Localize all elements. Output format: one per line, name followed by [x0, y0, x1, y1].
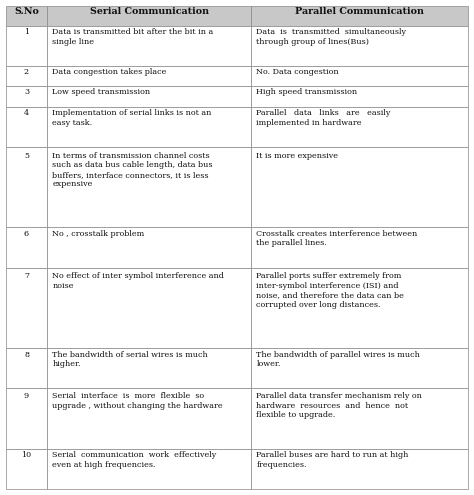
- Bar: [251, 389, 468, 449]
- Text: 6: 6: [24, 230, 29, 238]
- Text: 7: 7: [24, 272, 29, 281]
- Text: Data  is  transmitted  simultaneously
through group of lines(Bus): Data is transmitted simultaneously throu…: [256, 29, 406, 46]
- Bar: [251, 348, 468, 389]
- Bar: [251, 66, 468, 87]
- Text: Parallel ports suffer extremely from
inter-symbol interference (ISI) and
noise, : Parallel ports suffer extremely from int…: [256, 272, 404, 309]
- Bar: [6, 268, 47, 348]
- Bar: [47, 6, 251, 26]
- Bar: [6, 106, 47, 147]
- Bar: [251, 106, 468, 147]
- Bar: [6, 147, 47, 227]
- Text: 5: 5: [24, 151, 29, 160]
- Bar: [47, 389, 251, 449]
- Bar: [251, 87, 468, 106]
- Text: 3: 3: [24, 88, 29, 96]
- Bar: [6, 389, 47, 449]
- Text: No , crosstalk problem: No , crosstalk problem: [53, 230, 145, 238]
- Text: 8: 8: [24, 350, 29, 358]
- Text: Data is transmitted bit after the bit in a
single line: Data is transmitted bit after the bit in…: [53, 29, 214, 46]
- Text: 4: 4: [24, 109, 29, 117]
- Bar: [47, 227, 251, 268]
- Text: High speed transmission: High speed transmission: [256, 88, 357, 96]
- Text: 10: 10: [21, 451, 32, 459]
- Text: No effect of inter symbol interference and
noise: No effect of inter symbol interference a…: [53, 272, 224, 290]
- Bar: [47, 348, 251, 389]
- Text: No. Data congestion: No. Data congestion: [256, 67, 339, 76]
- Bar: [251, 227, 468, 268]
- Bar: [6, 87, 47, 106]
- Text: Data congestion takes place: Data congestion takes place: [53, 67, 167, 76]
- Bar: [6, 348, 47, 389]
- Bar: [6, 6, 47, 26]
- Text: The bandwidth of parallel wires is much
lower.: The bandwidth of parallel wires is much …: [256, 350, 420, 368]
- Bar: [251, 449, 468, 489]
- Text: Parallel Communication: Parallel Communication: [295, 7, 424, 16]
- Bar: [251, 268, 468, 348]
- Text: In terms of transmission channel costs
such as data bus cable length, data bus
b: In terms of transmission channel costs s…: [53, 151, 213, 188]
- Text: Parallel   data   links   are   easily
implemented in hardware: Parallel data links are easily implement…: [256, 109, 391, 127]
- Bar: [6, 449, 47, 489]
- Bar: [47, 147, 251, 227]
- Bar: [6, 227, 47, 268]
- Text: It is more expensive: It is more expensive: [256, 151, 338, 160]
- Bar: [47, 449, 251, 489]
- Bar: [47, 66, 251, 87]
- Text: 9: 9: [24, 392, 29, 400]
- Bar: [47, 106, 251, 147]
- Text: Serial  interface  is  more  flexible  so
upgrade , without changing the hardwar: Serial interface is more flexible so upg…: [53, 392, 223, 409]
- Bar: [251, 147, 468, 227]
- Text: Low speed transmission: Low speed transmission: [53, 88, 151, 96]
- Bar: [6, 26, 47, 66]
- Text: The bandwidth of serial wires is much
higher.: The bandwidth of serial wires is much hi…: [53, 350, 208, 368]
- Text: Parallel data transfer mechanism rely on
hardware  resources  and  hence  not
fl: Parallel data transfer mechanism rely on…: [256, 392, 422, 419]
- Text: Parallel buses are hard to run at high
frequencies.: Parallel buses are hard to run at high f…: [256, 451, 409, 469]
- Text: Serial Communication: Serial Communication: [90, 7, 209, 16]
- Bar: [251, 6, 468, 26]
- Bar: [47, 87, 251, 106]
- Text: S.No: S.No: [14, 7, 39, 16]
- Bar: [6, 66, 47, 87]
- Text: Crosstalk creates interference between
the parallel lines.: Crosstalk creates interference between t…: [256, 230, 418, 248]
- Text: 2: 2: [24, 67, 29, 76]
- Bar: [47, 26, 251, 66]
- Text: Serial  communication  work  effectively
even at high frequencies.: Serial communication work effectively ev…: [53, 451, 217, 469]
- Bar: [251, 26, 468, 66]
- Text: Implementation of serial links is not an
easy task.: Implementation of serial links is not an…: [53, 109, 212, 127]
- Bar: [47, 268, 251, 348]
- Text: 1: 1: [24, 29, 29, 37]
